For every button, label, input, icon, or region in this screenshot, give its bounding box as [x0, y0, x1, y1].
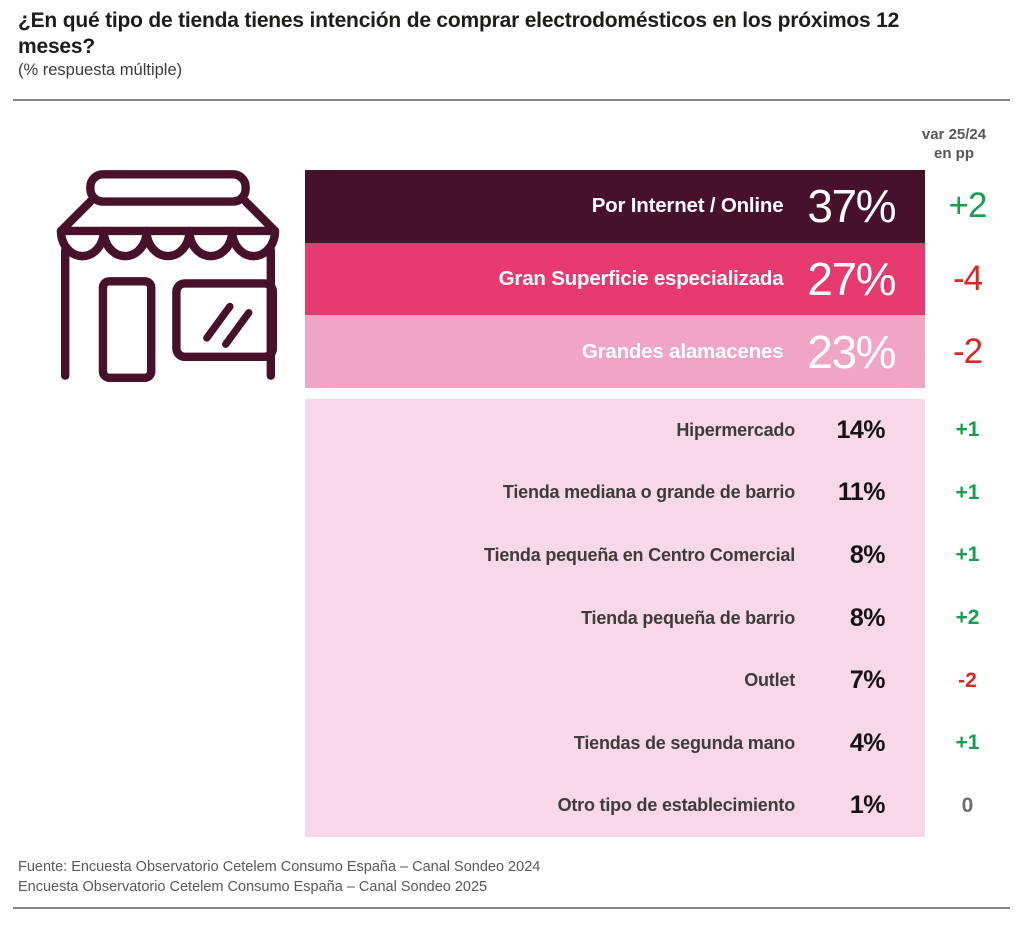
list-row-main: Tiendas de segunda mano 4% [305, 711, 925, 775]
storefront-door [98, 277, 156, 382]
list-row-value: 14% [836, 415, 885, 444]
list-row-variation: +1 [955, 543, 980, 567]
highlight-bars: Por Internet / Online 37% +2 Gran Superf… [305, 170, 1010, 389]
list-row: Otro tipo de establecimiento 1% 0 [305, 774, 1010, 838]
list-row-variation: +1 [955, 731, 980, 755]
list-row: Tienda pequeña de barrio 8% +2 [305, 586, 1010, 650]
bar: Gran Superficie especializada 27% [305, 242, 925, 316]
list-row-main: Otro tipo de establecimiento 1% [305, 774, 925, 838]
list-row: Tiendas de segunda mano 4% +1 [305, 711, 1010, 775]
list-row-variation: 0 [961, 793, 974, 817]
bottom-divider [13, 907, 1010, 909]
bar-label: Grandes alamacenes [581, 339, 784, 363]
list-row-main: Tienda mediana o grande de barrio 11% [305, 461, 925, 525]
bar-value: 37% [807, 180, 896, 233]
bar: Grandes alamacenes 23% [305, 315, 925, 389]
list-row: Tienda pequeña en Centro Comercial 8% +1 [305, 524, 1010, 587]
page-title: ¿En qué tipo de tienda tienes intención … [18, 9, 900, 58]
list-row-label: Otro tipo de establecimiento [557, 795, 796, 816]
storefront-roof-bar [86, 170, 250, 206]
list-row-main: Hipermercado 14% [305, 399, 925, 462]
list-row-value: 8% [849, 603, 886, 632]
list-row-label: Hipermercado [676, 419, 795, 440]
storefront-icon [56, 170, 280, 382]
bar-label: Por Internet / Online [591, 194, 784, 218]
storefront-window-glare [203, 302, 253, 348]
list-row-value: 4% [849, 728, 886, 757]
list-row-label: Tienda mediana o grande de barrio [502, 482, 795, 503]
bar-label: Gran Superficie especializada [498, 267, 784, 290]
list-row-variation: +1 [955, 418, 980, 442]
bar-variation: -4 [952, 259, 983, 298]
list-row-label: Outlet [744, 670, 795, 691]
list-row-label: Tienda pequeña de barrio [581, 607, 795, 628]
list-row-label: Tiendas de segunda mano [573, 732, 795, 753]
page-subtitle: (% respuesta múltiple) [18, 61, 183, 79]
storefront-awning [56, 197, 280, 236]
list-row-value: 11% [837, 478, 886, 507]
list-row-value: 8% [849, 540, 886, 569]
list-row-variation: +2 [955, 606, 980, 630]
source-line-2: Encuesta Observatorio Cetelem Consumo Es… [18, 879, 488, 895]
source-line-1: Fuente: Encuesta Observatorio Cetelem Co… [18, 859, 541, 875]
bar: Por Internet / Online 37% [305, 170, 925, 243]
storefront-window [172, 279, 278, 362]
top-divider [13, 99, 1010, 101]
bar-variation: -2 [952, 331, 983, 371]
list-row-main: Tienda pequeña de barrio 8% [305, 586, 925, 650]
list-row-variation: +1 [955, 480, 980, 504]
variation-column-header: var 25/24 en pp [912, 125, 996, 163]
bar-value: 23% [807, 325, 896, 378]
list-row-label: Tienda pequeña en Centro Comercial [484, 544, 795, 565]
list-row-value: 1% [849, 791, 886, 820]
source-note: Fuente: Encuesta Observatorio Cetelem Co… [18, 857, 718, 897]
list-row: Outlet 7% -2 [305, 649, 1010, 712]
list-row-variation: -2 [958, 668, 977, 692]
bar-value: 27% [807, 253, 896, 305]
highlight-bar-row: Grandes alamacenes 23% -2 [305, 315, 1010, 389]
list-row-main: Tienda pequeña en Centro Comercial 8% [305, 524, 925, 587]
storefront-awning-scallops [56, 226, 280, 261]
bar-variation: +2 [948, 186, 988, 226]
variation-header-line2: en pp [934, 145, 974, 162]
list-row-main: Outlet 7% [305, 649, 925, 712]
list-row-value: 7% [849, 666, 886, 695]
highlight-bar-row: Gran Superficie especializada 27% -4 [305, 242, 1010, 316]
variation-header-line1: var 25/24 [921, 126, 987, 143]
list-panel: Hipermercado 14% +1 Tienda mediana o gra… [305, 399, 1010, 838]
list-row: Tienda mediana o grande de barrio 11% +1 [305, 461, 1010, 525]
highlight-bar-row: Por Internet / Online 37% +2 [305, 170, 1010, 243]
list-row: Hipermercado 14% +1 [305, 399, 1010, 462]
